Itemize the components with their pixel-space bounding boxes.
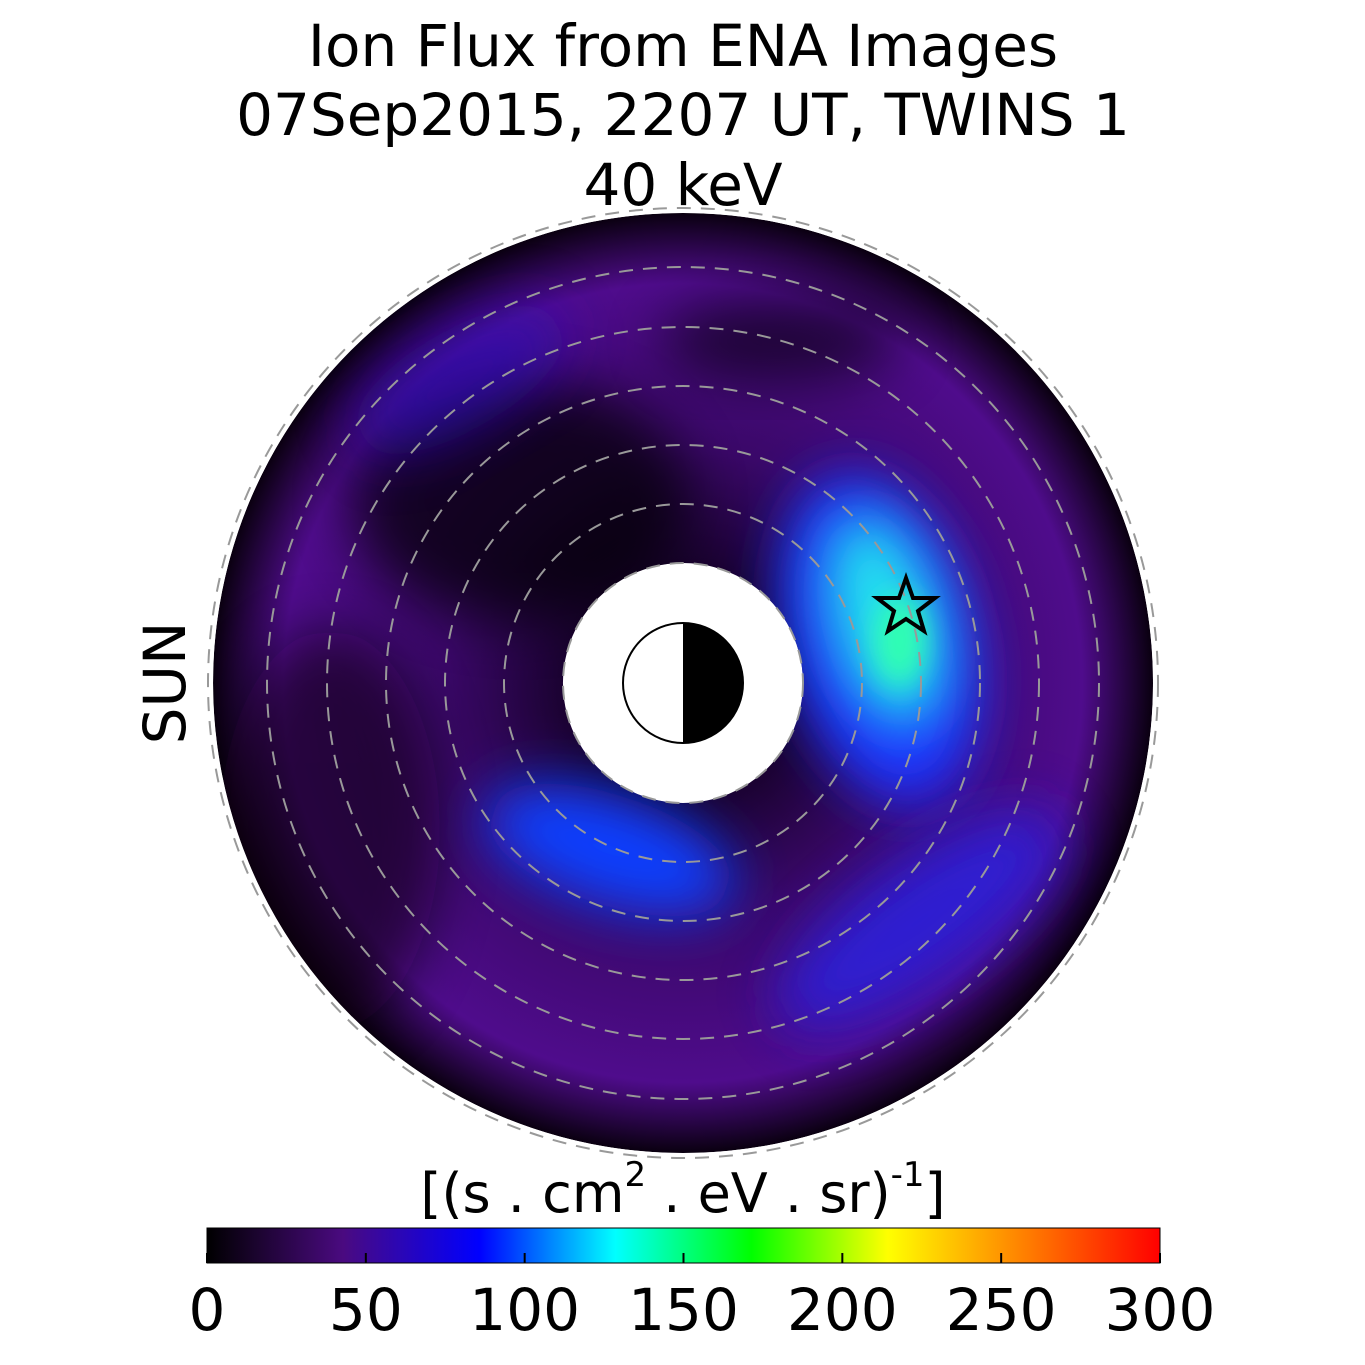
title-line: 07Sep2015, 2207 UT, TWINS 1: [236, 81, 1130, 149]
label-part: [(s . cm: [420, 1162, 624, 1225]
tick-label: 200: [787, 1276, 898, 1344]
title-line: Ion Flux from ENA Images: [308, 12, 1058, 80]
tick-label: 100: [469, 1276, 580, 1344]
earth: [622, 622, 744, 744]
tick-label: 300: [1105, 1276, 1216, 1344]
star-marker: [871, 571, 941, 636]
tick-label: 250: [946, 1276, 1057, 1344]
tick-label: 50: [329, 1276, 403, 1344]
tick-label: 150: [628, 1276, 739, 1344]
label-sup: -1: [891, 1155, 925, 1195]
distance-rings: [207, 207, 1159, 1159]
label-part: . eV . sr): [646, 1162, 891, 1225]
colorbar-label: [(s . cm2 . eV . sr)-1]: [420, 1155, 945, 1225]
label-sup: 2: [624, 1155, 646, 1195]
tick-label: 0: [189, 1276, 226, 1344]
sun-label: SUN: [131, 622, 199, 745]
label-part: ]: [925, 1162, 946, 1225]
